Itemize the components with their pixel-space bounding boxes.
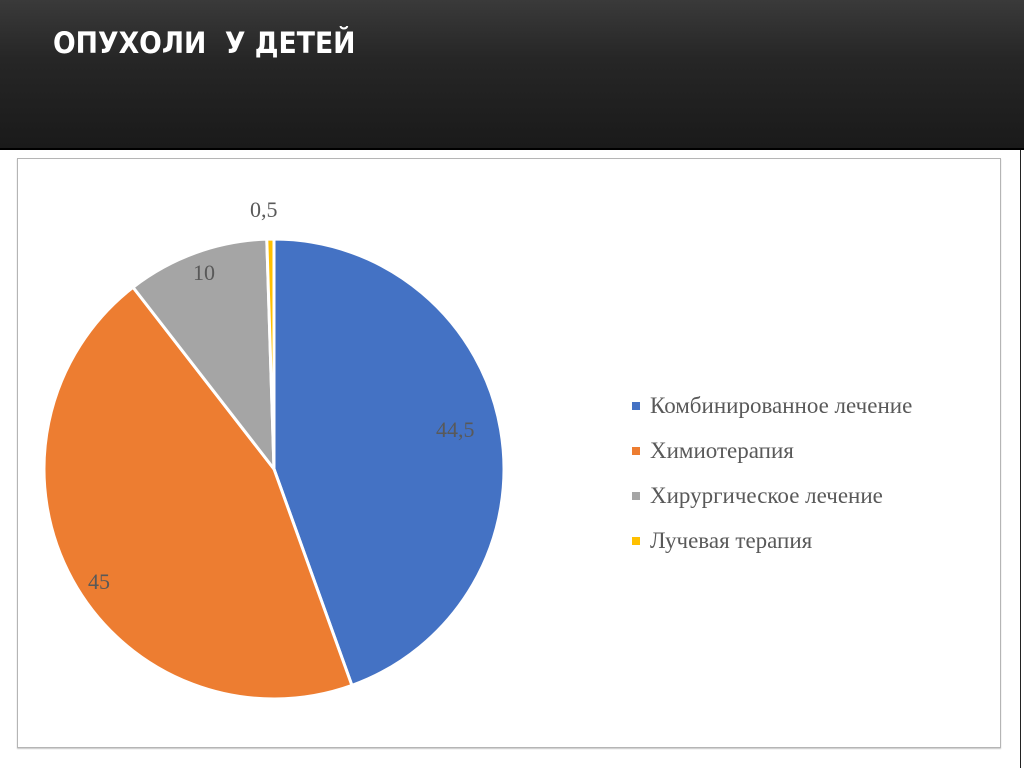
legend-swatch-icon	[632, 402, 640, 410]
pie-chart	[42, 237, 506, 701]
data-label-surgery: 10	[193, 260, 215, 285]
data-label-chemo: 45	[88, 569, 110, 594]
slide-edge-line	[1020, 150, 1021, 768]
chart-frame: 0,5 10 44,5 45	[17, 158, 1001, 748]
legend-swatch-icon	[632, 492, 640, 500]
chart-legend: Комбинированное лечение Химиотерапия Хир…	[632, 392, 912, 572]
legend-item-chemo: Химиотерапия	[632, 437, 912, 482]
legend-item-surgery: Хирургическое лечение	[632, 482, 912, 527]
legend-swatch-icon	[632, 537, 640, 545]
data-label-radiation: 0,5	[250, 197, 278, 222]
legend-label: Комбинированное лечение	[650, 393, 913, 418]
pie-slice-combined	[272, 237, 506, 687]
pie-slice-surgery	[131, 237, 276, 471]
pie-slice-radiation	[265, 237, 276, 471]
data-label-combined: 44,5	[436, 417, 475, 442]
slide-header: ОПУХОЛИ У ДЕТЕЙ	[0, 0, 1024, 150]
legend-label: Лучевая терапия	[650, 528, 813, 553]
legend-swatch-icon	[632, 447, 640, 455]
slide-title: ОПУХОЛИ У ДЕТЕЙ	[53, 26, 356, 60]
legend-item-radiation: Лучевая терапия	[632, 527, 912, 572]
legend-item-combined: Комбинированное лечение	[632, 392, 912, 437]
legend-label: Химиотерапия	[650, 438, 794, 463]
legend-label: Хирургическое лечение	[650, 483, 883, 508]
pie-slice-chemo	[42, 285, 354, 701]
